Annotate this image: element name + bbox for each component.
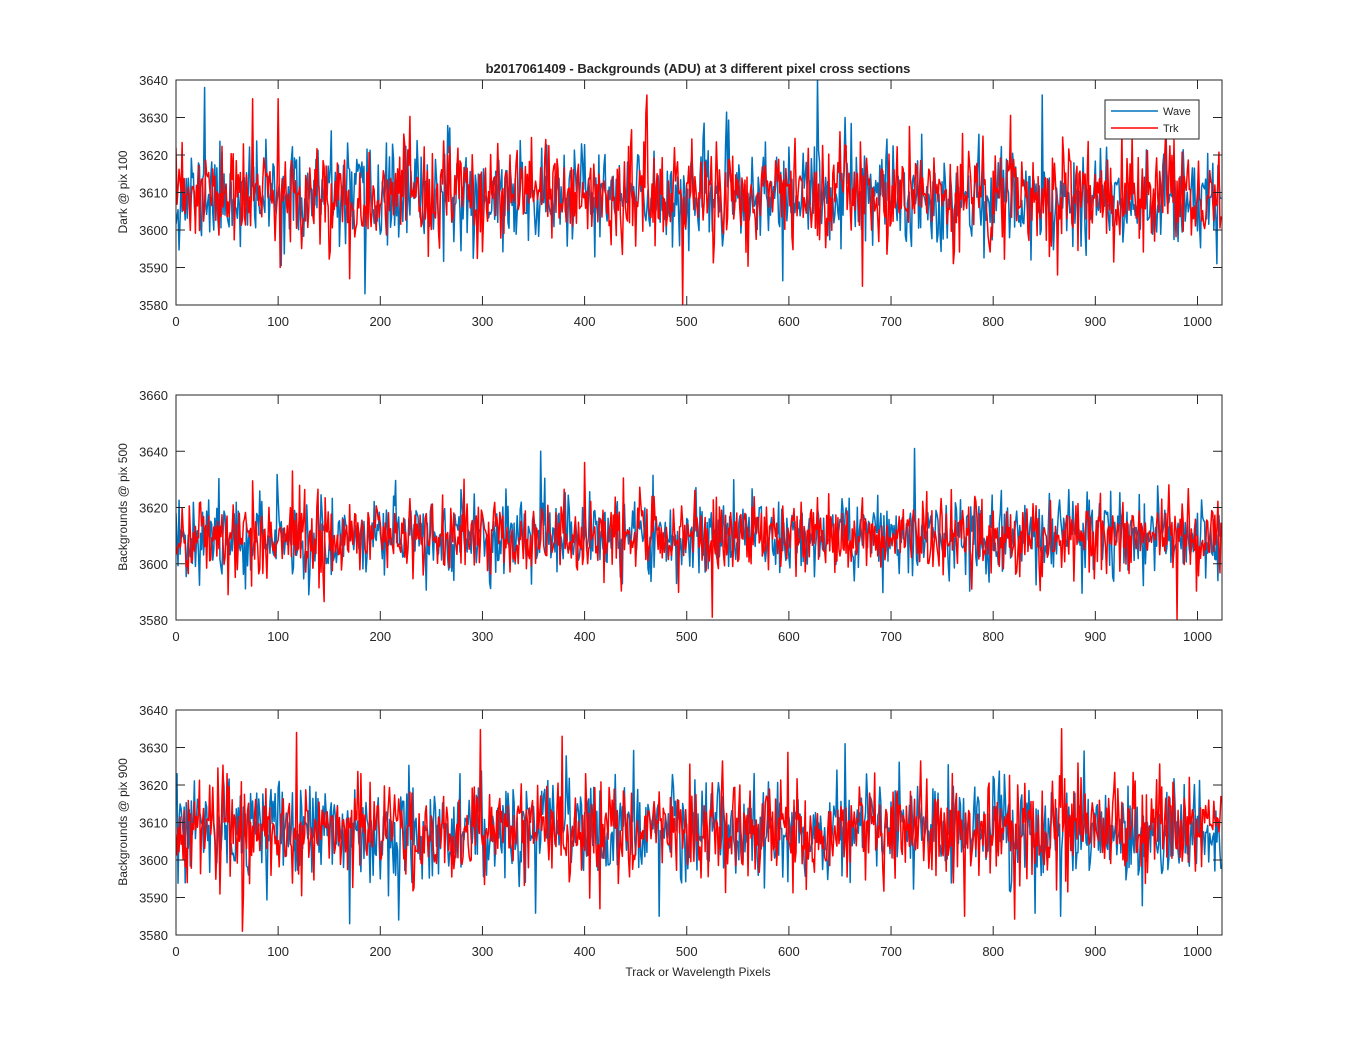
y-tick-label-top: 3610 bbox=[139, 186, 168, 201]
y-tick-label-top: 3630 bbox=[139, 111, 168, 126]
series-line-wave-top bbox=[176, 80, 1222, 295]
x-tick-label-middle: 500 bbox=[676, 629, 698, 644]
x-tick-label-top: 600 bbox=[778, 314, 800, 329]
axes-top: Dark @ pix 100 0 100 200 300 400 500 600 700 800… bbox=[116, 73, 1223, 329]
y-tick-label-middle: 3600 bbox=[139, 557, 168, 572]
x-tick-label-top: 800 bbox=[982, 314, 1004, 329]
x-tick-label-middle: 200 bbox=[369, 629, 391, 644]
y-tick-label-top: 3640 bbox=[139, 73, 168, 88]
x-tick-label-top: 100 bbox=[267, 314, 289, 329]
x-tick-label-middle: 0 bbox=[172, 629, 179, 644]
series-line-trk-bottom bbox=[176, 728, 1222, 932]
x-tick-label-bottom: 300 bbox=[472, 944, 494, 959]
series-line-trk-top bbox=[176, 94, 1222, 305]
y-tick-label-bottom: 3600 bbox=[139, 853, 168, 868]
x-tick-label-bottom: 100 bbox=[267, 944, 289, 959]
x-tick-label-bottom: 1000 bbox=[1183, 944, 1212, 959]
series-line-trk-middle bbox=[176, 461, 1222, 620]
axes-middle: Backgrounds @ pix 500 0 100 200 300 400 500 60… bbox=[116, 388, 1223, 644]
x-tick-label-bottom: 500 bbox=[676, 944, 698, 959]
x-tick-label-bottom: 0 bbox=[172, 944, 179, 959]
x-tick-label-top: 200 bbox=[369, 314, 391, 329]
y-axis-label-middle: Backgrounds @ pix 500 bbox=[116, 443, 130, 571]
y-tick-label-top: 3590 bbox=[139, 261, 168, 276]
x-tick-label-bottom: 700 bbox=[880, 944, 902, 959]
x-tick-label-middle: 300 bbox=[472, 629, 494, 644]
y-tick-label-bottom: 3640 bbox=[139, 703, 168, 718]
y-tick-label-middle: 3620 bbox=[139, 501, 168, 516]
axes-bottom: Backgrounds @ pix 900 0 100 200 300 400 500 60… bbox=[116, 703, 1223, 959]
x-tick-label-middle: 400 bbox=[574, 629, 596, 644]
legend-label-trk: Trk bbox=[1163, 123, 1179, 135]
x-tick-label-middle: 900 bbox=[1084, 629, 1106, 644]
x-tick-label-bottom: 800 bbox=[982, 944, 1004, 959]
y-tick-label-middle: 3640 bbox=[139, 444, 168, 459]
y-tick-label-top: 3580 bbox=[139, 298, 168, 313]
x-tick-label-middle: 600 bbox=[778, 629, 800, 644]
legend-box bbox=[1104, 99, 1200, 140]
y-axis-label-bottom: Backgrounds @ pix 900 bbox=[116, 758, 130, 886]
y-tick-label-bottom: 3590 bbox=[139, 891, 168, 906]
y-tick-label-top: 3600 bbox=[139, 223, 168, 238]
x-tick-label-top: 900 bbox=[1084, 314, 1106, 329]
x-tick-label-middle: 800 bbox=[982, 629, 1004, 644]
x-tick-label-top: 300 bbox=[472, 314, 494, 329]
x-tick-label-top: 400 bbox=[574, 314, 596, 329]
x-tick-label-top: 700 bbox=[880, 314, 902, 329]
y-tick-label-bottom: 3610 bbox=[139, 816, 168, 831]
x-tick-label-bottom: 600 bbox=[778, 944, 800, 959]
legend-label-wave: Wave bbox=[1163, 106, 1191, 118]
x-tick-label-bottom: 900 bbox=[1084, 944, 1106, 959]
y-tick-label-bottom: 3580 bbox=[139, 928, 168, 943]
x-tick-label-top: 0 bbox=[172, 314, 179, 329]
y-axis-label-top: Dark @ pix 100 bbox=[116, 150, 130, 233]
y-tick-label-bottom: 3620 bbox=[139, 778, 168, 793]
y-tick-label-bottom: 3630 bbox=[139, 741, 168, 756]
series-line-wave-middle bbox=[176, 447, 1222, 596]
y-tick-label-middle: 3580 bbox=[139, 613, 168, 628]
x-tick-label-bottom: 200 bbox=[369, 944, 391, 959]
x-tick-label-middle: 100 bbox=[267, 629, 289, 644]
y-tick-label-middle: 3660 bbox=[139, 388, 168, 403]
x-tick-label-middle: 1000 bbox=[1183, 629, 1212, 644]
legend: Wave Trk bbox=[1104, 99, 1200, 140]
x-tick-label-top: 500 bbox=[676, 314, 698, 329]
x-axis-label: Track or Wavelength Pixels bbox=[625, 965, 770, 979]
figure-title: b2017061409 - Backgrounds (ADU) at 3 dif… bbox=[486, 61, 911, 76]
x-tick-label-top: 1000 bbox=[1183, 314, 1212, 329]
x-tick-label-middle: 700 bbox=[880, 629, 902, 644]
x-tick-label-bottom: 400 bbox=[574, 944, 596, 959]
y-tick-label-top: 3620 bbox=[139, 148, 168, 163]
